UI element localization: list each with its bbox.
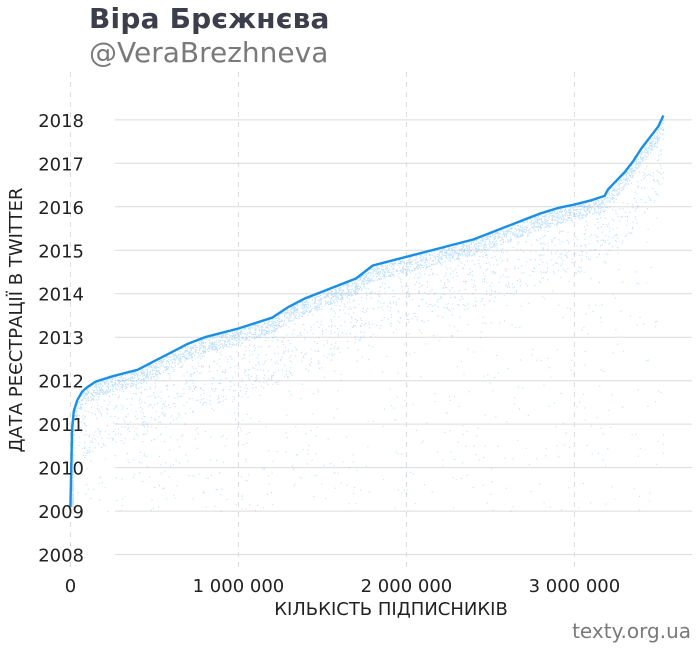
y-tick-label: 2013 [38, 328, 84, 349]
grid-layer [69, 72, 692, 572]
points-layer [70, 118, 665, 513]
chart-subtitle: @VeraBrezhneva [89, 36, 329, 69]
y-tick-label: 2009 [38, 502, 84, 523]
source-credit: texty.org.ua [572, 619, 691, 643]
y-tick-label: 2018 [38, 111, 84, 132]
x-tick-label: 3 000 000 [529, 576, 621, 597]
x-axis-title: КІЛЬКІСТЬ ПІДПИСНИКІВ [274, 599, 508, 620]
y-tick-label: 2012 [38, 372, 84, 393]
x-tick-label: 0 [65, 576, 76, 597]
ticks-layer: 2008 2009 2010 2011 2012 2013 2014 2015 2016 2017… [38, 111, 620, 597]
x-tick-label: 2 000 000 [361, 576, 453, 597]
y-tick-label: 2015 [38, 241, 84, 262]
follower-points [70, 118, 665, 513]
frontier-layer [69, 114, 665, 507]
y-axis-title: ДАТА РЕЄСТРАЦІЇ В TWITTER [6, 188, 27, 453]
y-tick-label: 2010 [38, 459, 84, 480]
y-tick-label: 2011 [38, 415, 84, 436]
newest-follower-frontier [69, 114, 665, 507]
y-tick-label: 2016 [38, 198, 84, 219]
chart-title: Віра Брєжнєва [89, 2, 330, 35]
x-tick-label: 1 000 000 [193, 576, 285, 597]
y-tick-label: 2017 [38, 154, 84, 175]
y-tick-label: 2008 [38, 546, 84, 567]
y-tick-label: 2014 [38, 285, 84, 306]
